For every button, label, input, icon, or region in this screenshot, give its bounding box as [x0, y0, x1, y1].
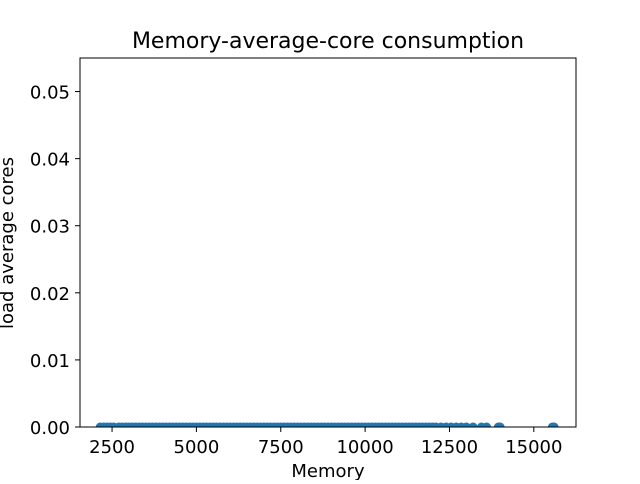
- x-tick-label: 5000: [174, 437, 220, 458]
- y-tick-label: 0.05: [30, 83, 70, 104]
- y-tick-label: 0.01: [30, 351, 70, 372]
- x-axis: 2500 5000 7500 10000 12500 15000: [89, 427, 562, 458]
- y-tick-label: 0.04: [30, 150, 70, 171]
- x-axis-title: Memory: [291, 461, 365, 480]
- x-tick-label: 15000: [505, 437, 562, 458]
- x-tick-label: 10000: [336, 437, 393, 458]
- y-tick-label: 0.02: [30, 284, 70, 305]
- x-tick-label: 12500: [421, 437, 478, 458]
- data-point: [495, 422, 505, 427]
- y-tick-label: 0.00: [30, 418, 70, 439]
- data-point: [549, 422, 559, 427]
- data-point: [482, 422, 492, 427]
- x-tick-label: 2500: [89, 437, 135, 458]
- y-axis: 0.00 0.01 0.02 0.03 0.04 0.05: [30, 83, 80, 439]
- data-point: [468, 422, 478, 427]
- data-point: [461, 422, 471, 427]
- points-layer: [95, 422, 559, 427]
- x-tick-label: 7500: [258, 437, 304, 458]
- chart-title: Memory-average-core consumption: [132, 29, 524, 54]
- y-tick-label: 0.03: [30, 217, 70, 238]
- plot-frame: [79, 57, 577, 428]
- y-axis-title: load average cores: [0, 157, 18, 329]
